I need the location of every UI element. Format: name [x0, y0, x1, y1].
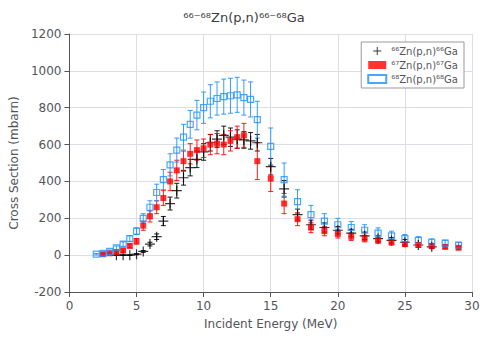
svg-text:600: 600 — [39, 138, 62, 152]
svg-text:⁶⁷Zn(p,n)⁶⁷Ga: ⁶⁷Zn(p,n)⁶⁷Ga — [391, 60, 458, 71]
svg-text:Cross Section (mbarn): Cross Section (mbarn) — [7, 96, 21, 229]
svg-text:200: 200 — [39, 211, 62, 225]
svg-text:400: 400 — [39, 174, 62, 188]
svg-text:1000: 1000 — [31, 64, 62, 78]
svg-text:0: 0 — [66, 299, 74, 313]
svg-text:-200: -200 — [34, 285, 61, 299]
svg-text:800: 800 — [39, 101, 62, 115]
svg-text:5: 5 — [133, 299, 141, 313]
svg-text:Incident Energy (MeV): Incident Energy (MeV) — [204, 317, 337, 331]
svg-text:⁶⁶Zn(p,n)⁶⁶Ga: ⁶⁶Zn(p,n)⁶⁶Ga — [391, 46, 458, 57]
svg-text:30: 30 — [464, 299, 479, 313]
svg-text:⁶⁶⁻⁶⁸Zn(p,n)⁶⁶⁻⁶⁸Ga: ⁶⁶⁻⁶⁸Zn(p,n)⁶⁶⁻⁶⁸Ga — [183, 10, 304, 25]
svg-text:15: 15 — [263, 299, 278, 313]
svg-text:0: 0 — [54, 248, 62, 262]
svg-text:1200: 1200 — [31, 27, 62, 41]
svg-text:20: 20 — [330, 299, 345, 313]
svg-text:25: 25 — [397, 299, 412, 313]
svg-text:10: 10 — [196, 299, 211, 313]
svg-text:⁶⁸Zn(p,n)⁶⁸Ga: ⁶⁸Zn(p,n)⁶⁸Ga — [391, 74, 458, 85]
